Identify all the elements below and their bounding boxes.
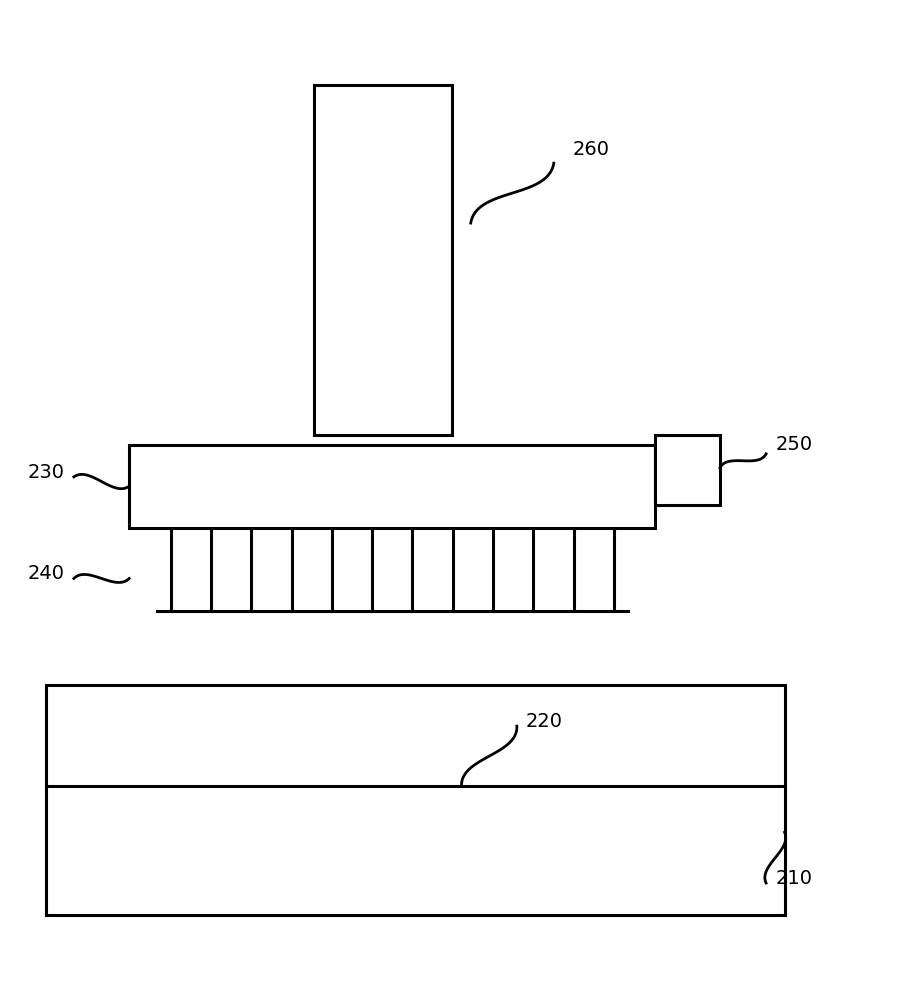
Bar — [129, 445, 655, 528]
Bar — [46, 685, 785, 915]
Text: 240: 240 — [28, 564, 65, 583]
Text: 250: 250 — [775, 435, 812, 454]
Text: 260: 260 — [572, 140, 609, 159]
Bar — [314, 85, 452, 435]
Text: 220: 220 — [526, 712, 563, 731]
Text: 230: 230 — [28, 463, 65, 482]
Text: 210: 210 — [775, 869, 812, 888]
Bar — [655, 435, 720, 505]
